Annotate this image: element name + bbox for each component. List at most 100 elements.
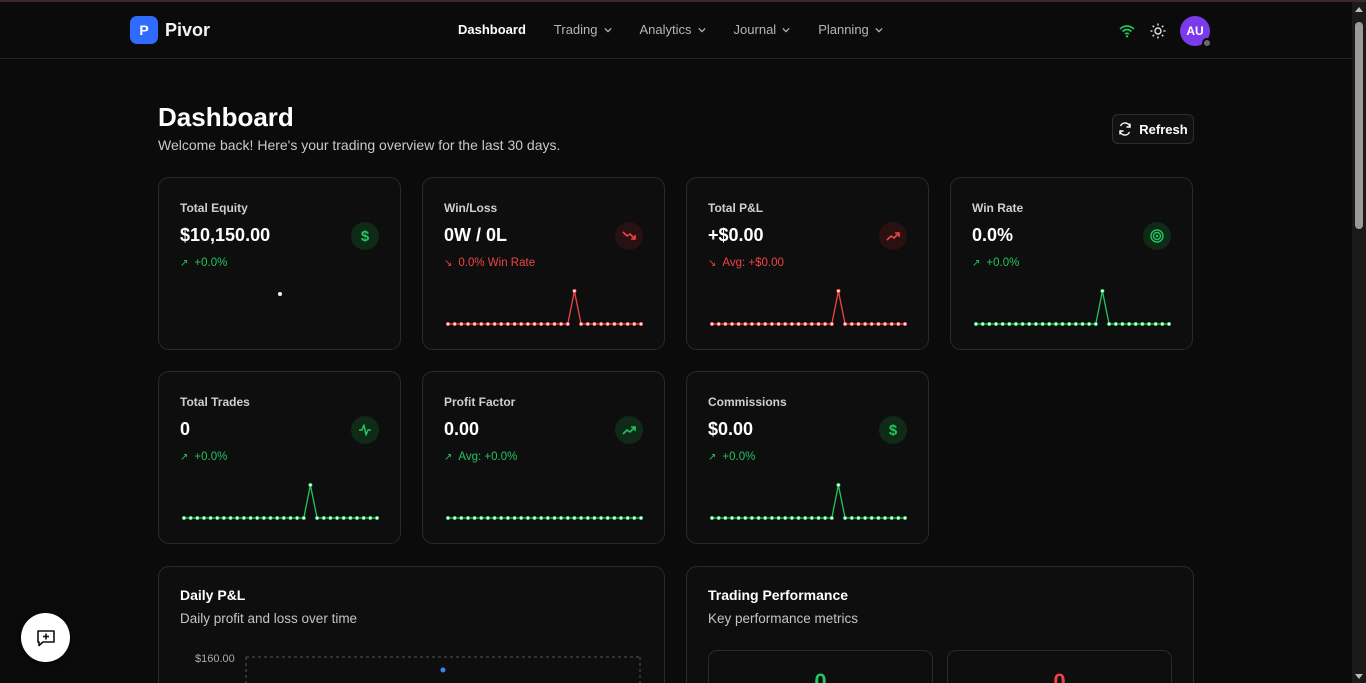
- sparkline-point: [639, 515, 644, 520]
- sparkline-point: [241, 515, 246, 520]
- scroll-thumb[interactable]: [1355, 22, 1363, 229]
- panel-title: Daily P&L: [180, 587, 246, 603]
- stat-card-commissions[interactable]: Commissions $0.00 $ ↗ +0.0%: [686, 371, 929, 544]
- refresh-button[interactable]: Refresh: [1112, 114, 1194, 144]
- logo-mark: P: [130, 16, 158, 44]
- nav-planning[interactable]: Planning: [818, 22, 883, 37]
- sparkline-point: [769, 515, 774, 520]
- sparkline-point: [836, 483, 841, 488]
- nav-journal[interactable]: Journal: [734, 22, 791, 37]
- sparkline-point: [763, 321, 768, 326]
- sparkline-point: [625, 515, 630, 520]
- sparkline-point: [261, 515, 266, 520]
- sparkline-point: [492, 321, 497, 326]
- sun-icon[interactable]: [1149, 22, 1167, 40]
- sparkline-point: [499, 515, 504, 520]
- stat-change: ↗ +0.0%: [180, 451, 228, 463]
- sparkline-point: [776, 515, 781, 520]
- user-avatar[interactable]: AU: [1180, 16, 1212, 48]
- sparkline-point: [1013, 321, 1018, 326]
- stat-card-total-p-l[interactable]: Total P&L +$0.00 ↘ Avg: +$0.00: [686, 177, 929, 350]
- sparkline-point: [545, 321, 550, 326]
- sparkline-point: [275, 515, 280, 520]
- metric-value: 0: [1053, 669, 1066, 683]
- sparkline-point: [816, 515, 821, 520]
- daily-pnl-panel: Daily P&L Daily profit and loss over tim…: [158, 566, 665, 683]
- sparkline-point: [479, 321, 484, 326]
- sparkline-point: [1140, 321, 1145, 326]
- scroll-up-arrow[interactable]: [1355, 7, 1363, 12]
- sparkline-point: [585, 321, 590, 326]
- sparkline-point: [328, 515, 333, 520]
- sparkline-point: [1007, 321, 1012, 326]
- y-tick-label: $160.00: [195, 653, 235, 665]
- sparkline-point: [532, 321, 537, 326]
- sparkline-point: [776, 321, 781, 326]
- sparkline-point: [361, 515, 366, 520]
- chevron-down-icon: [697, 27, 706, 32]
- sparkline-point: [980, 321, 985, 326]
- wifi-icon[interactable]: [1118, 22, 1136, 40]
- sparkline-point: [335, 515, 340, 520]
- sparkline-point: [288, 515, 293, 520]
- sparkline-point: [1100, 289, 1105, 294]
- stat-change: ↘ 0.0% Win Rate: [444, 257, 536, 269]
- sparkline-point: [1087, 321, 1092, 326]
- activity-icon: [351, 416, 379, 444]
- nav-analytics[interactable]: Analytics: [640, 22, 706, 37]
- sparkline-point: [195, 515, 200, 520]
- sparkline-point: [1153, 321, 1158, 326]
- nav-dashboard[interactable]: Dashboard: [458, 22, 526, 37]
- scroll-down-arrow[interactable]: [1355, 674, 1363, 679]
- trending-up-icon: [879, 222, 907, 250]
- sparkline-point: [823, 321, 828, 326]
- dollar-icon: $: [879, 416, 907, 444]
- data-point: [440, 667, 446, 673]
- stat-label: Total Equity: [180, 201, 248, 215]
- sparkline-point: [519, 321, 524, 326]
- sparkline-point: [552, 321, 557, 326]
- sparkline-point: [235, 515, 240, 520]
- sparkline-point: [215, 515, 220, 520]
- sparkline-point: [532, 515, 537, 520]
- sparkline-point: [749, 515, 754, 520]
- stat-card-profit-factor[interactable]: Profit Factor 0.00 ↗ Avg: +0.0%: [422, 371, 665, 544]
- stat-value: 0W / 0L: [444, 225, 508, 245]
- sparkline-point: [903, 321, 908, 326]
- metric-box: 0: [708, 650, 933, 683]
- feedback-button[interactable]: [21, 613, 70, 662]
- stat-card-total-trades[interactable]: Total Trades 0 ↗ +0.0%: [158, 371, 401, 544]
- sparkline-point: [512, 321, 517, 326]
- sparkline-point: [579, 515, 584, 520]
- trending-down-icon: [615, 222, 643, 250]
- sparkline-point: [459, 515, 464, 520]
- stat-card-total-equity[interactable]: Total Equity $10,150.00 $ ↗ +0.0%: [158, 177, 401, 350]
- sparkline-point: [592, 321, 597, 326]
- sparkline-point: [1127, 321, 1132, 326]
- sparkline-point: [465, 321, 470, 326]
- sparkline-point: [896, 321, 901, 326]
- sparkline-point: [465, 515, 470, 520]
- sparkline-point: [1133, 321, 1138, 326]
- stat-change: ↘ Avg: +$0.00: [708, 257, 784, 269]
- sparkline-point: [816, 321, 821, 326]
- vertical-scrollbar[interactable]: [1352, 2, 1366, 683]
- nav-trading[interactable]: Trading: [554, 22, 612, 37]
- arrow-up-right-icon: ↗: [444, 451, 453, 463]
- sparkline: [709, 289, 908, 326]
- sparkline-point: [1000, 321, 1005, 326]
- sparkline-point: [201, 515, 206, 520]
- sparkline-point: [876, 321, 881, 326]
- sparkline-point: [1033, 321, 1038, 326]
- sparkline-point: [809, 515, 814, 520]
- sparkline-point: [472, 515, 477, 520]
- stat-card-win-rate[interactable]: Win Rate 0.0% ↗ +0.0%: [950, 177, 1193, 350]
- arrow-up-right-icon: ↗: [180, 257, 189, 269]
- sparkline-point: [355, 515, 360, 520]
- stat-card-win-loss[interactable]: Win/Loss 0W / 0L ↘ 0.0% Win Rate: [422, 177, 665, 350]
- sparkline-point: [729, 321, 734, 326]
- app-logo[interactable]: P Pivor: [130, 16, 210, 44]
- sparkline-point: [843, 515, 848, 520]
- panel-subtitle: Daily profit and loss over time: [180, 611, 358, 626]
- sparkline-point: [525, 515, 530, 520]
